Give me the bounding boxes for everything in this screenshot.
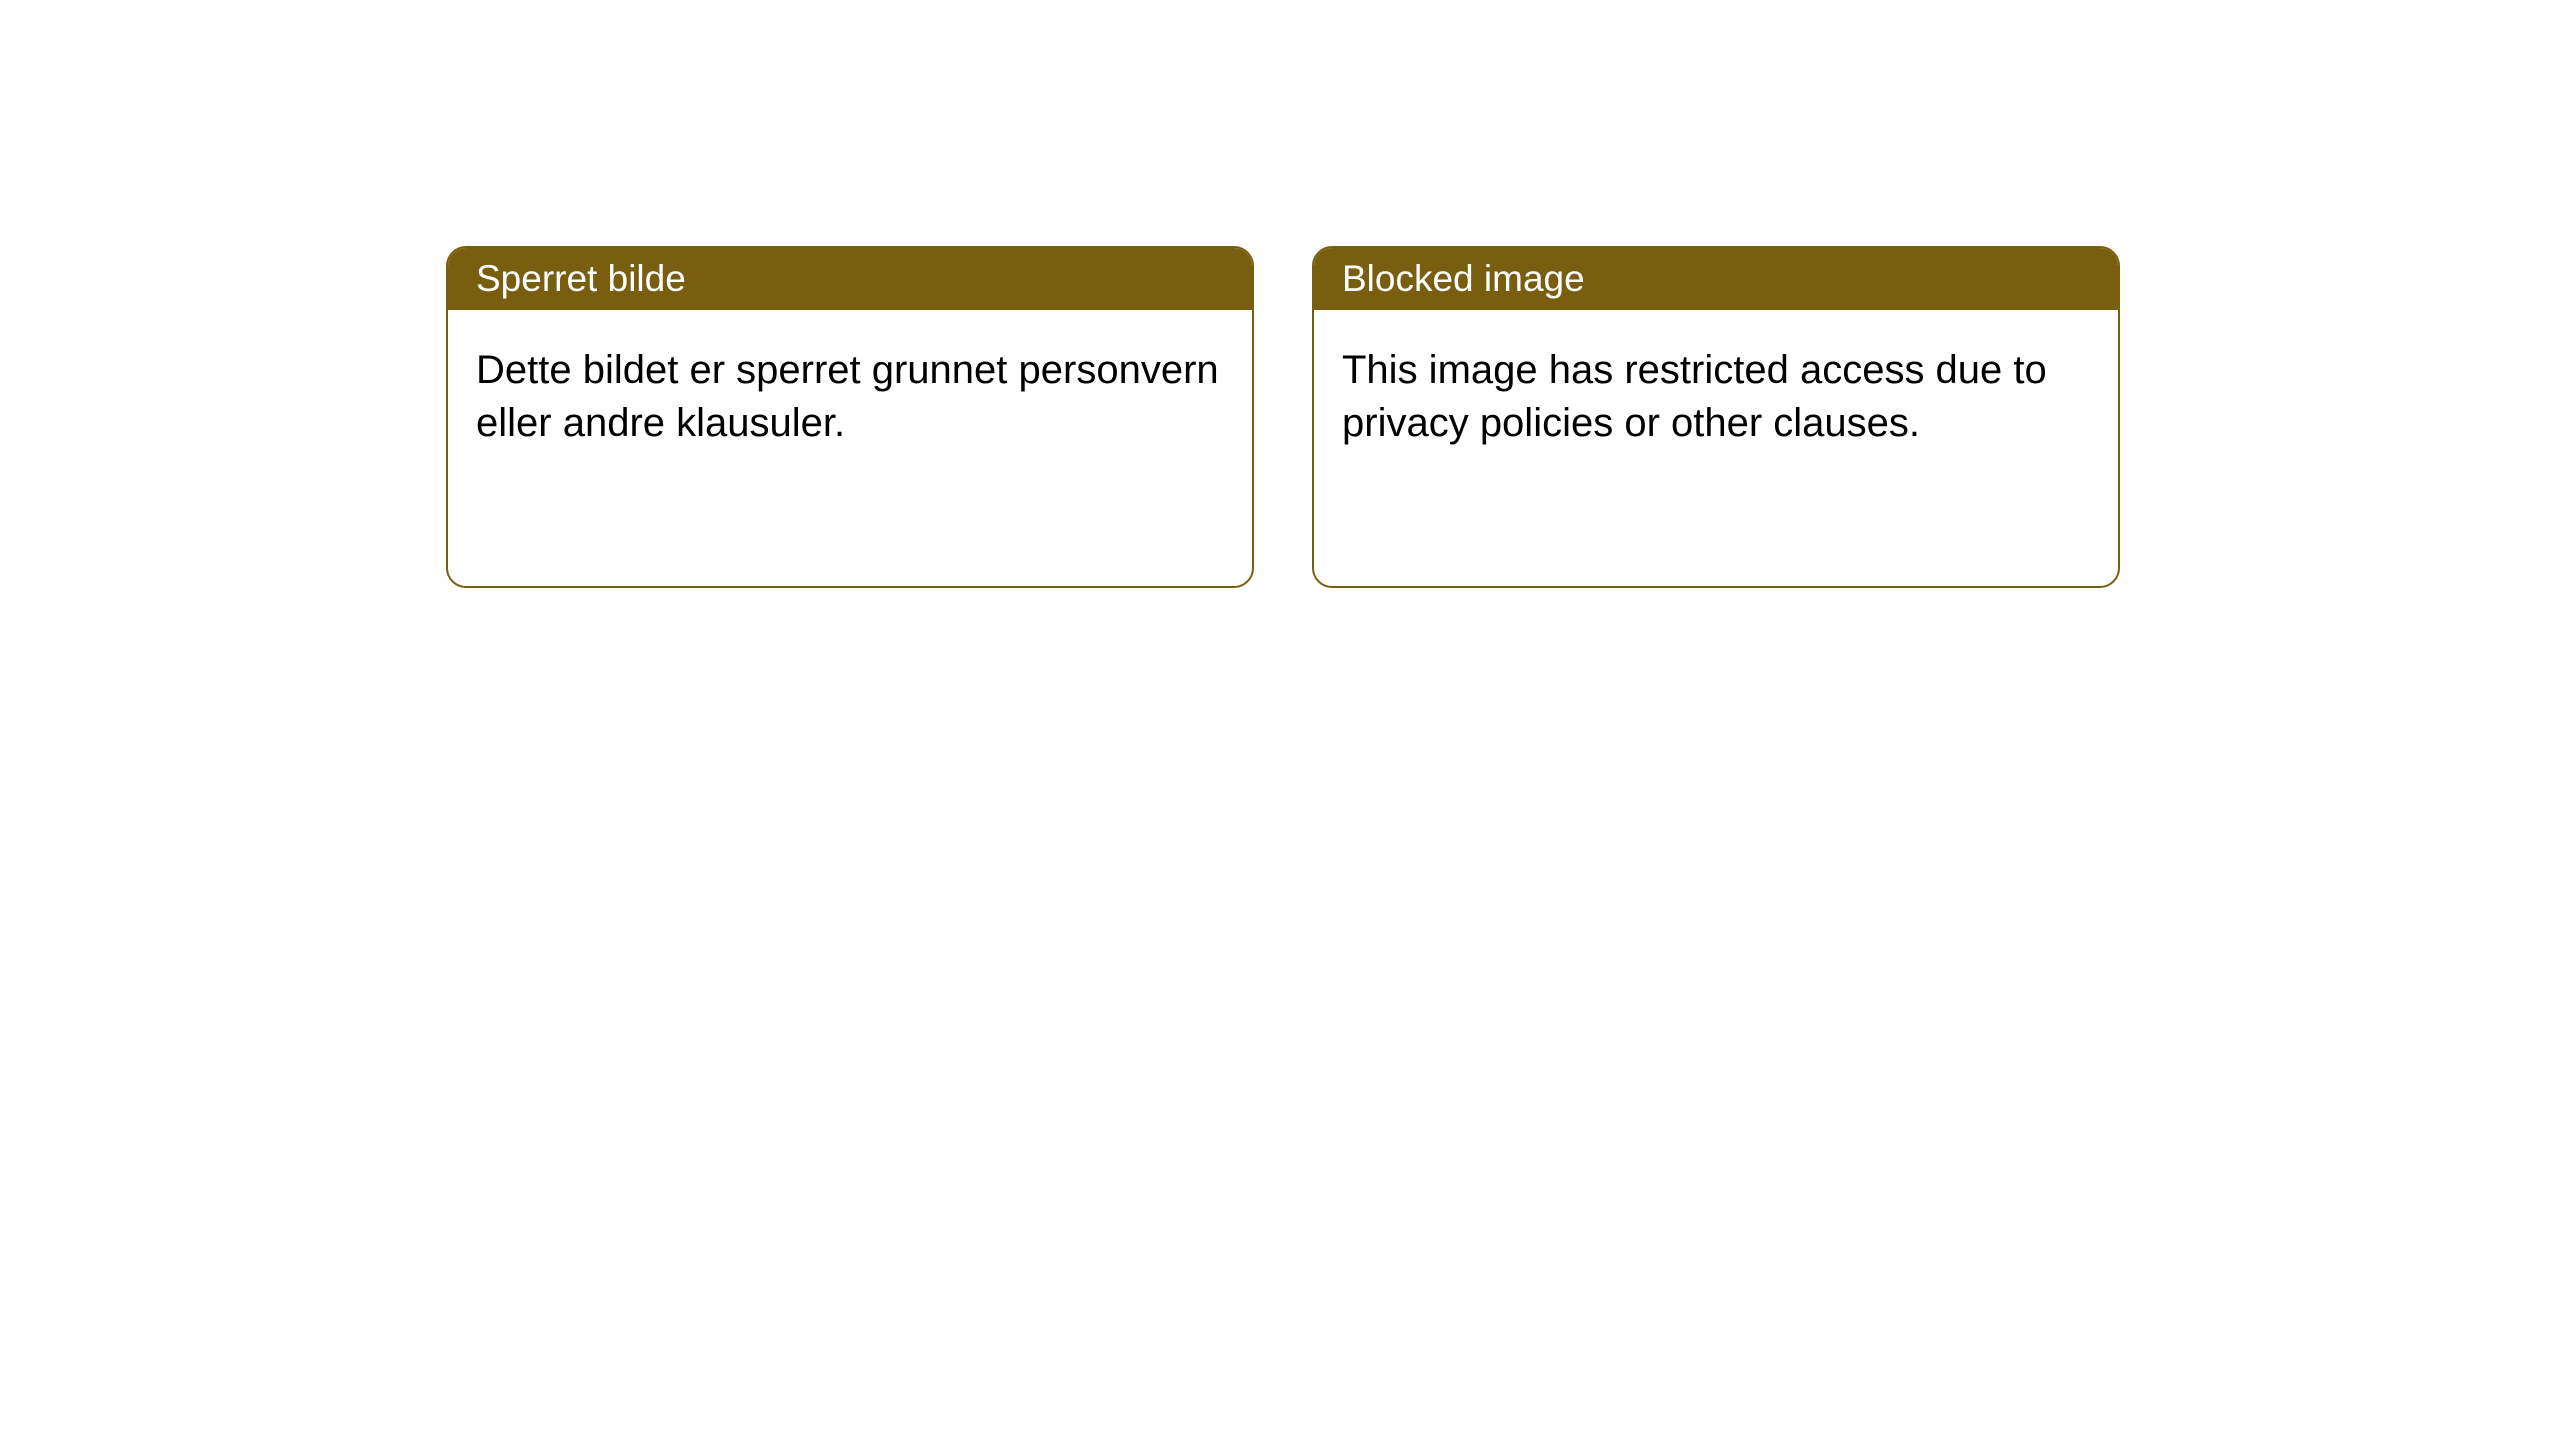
notice-card-norwegian: Sperret bilde Dette bildet er sperret gr… <box>446 246 1254 588</box>
notice-message-english: This image has restricted access due to … <box>1314 310 2118 586</box>
notice-message-norwegian: Dette bildet er sperret grunnet personve… <box>448 310 1252 586</box>
notice-card-english: Blocked image This image has restricted … <box>1312 246 2120 588</box>
notice-title-english: Blocked image <box>1314 248 2118 310</box>
notice-title-norwegian: Sperret bilde <box>448 248 1252 310</box>
notice-container: Sperret bilde Dette bildet er sperret gr… <box>0 0 2560 588</box>
